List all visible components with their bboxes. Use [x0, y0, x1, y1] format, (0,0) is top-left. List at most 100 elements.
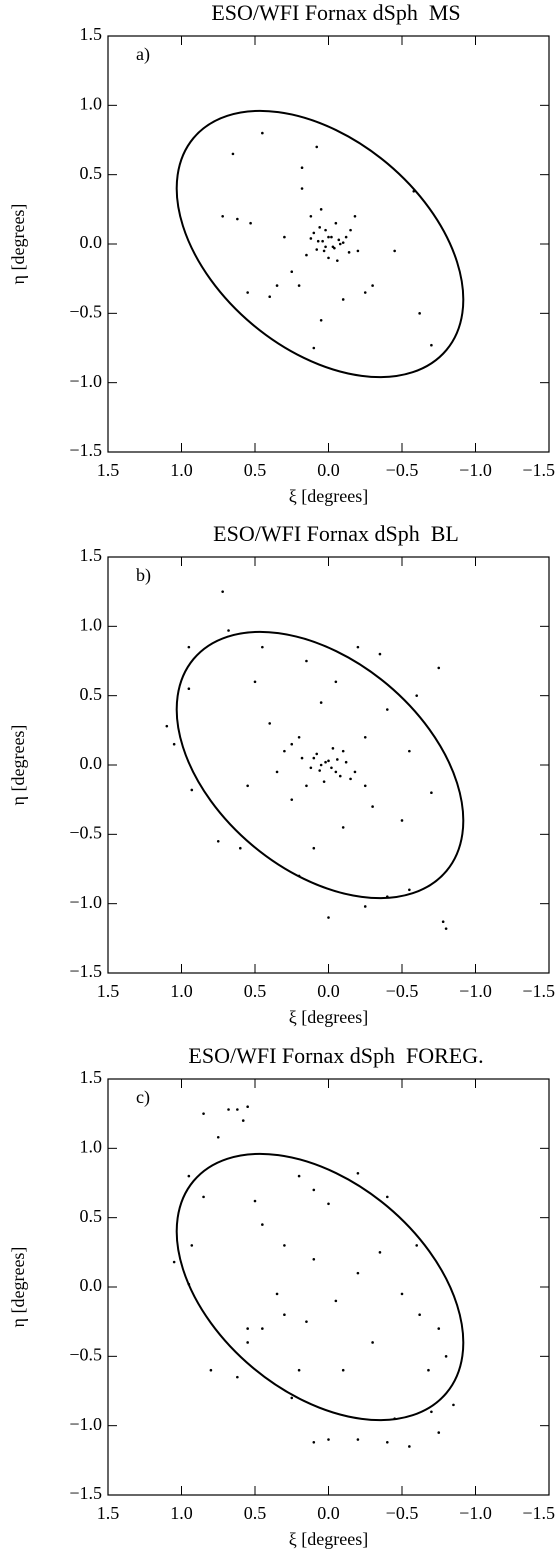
point	[283, 749, 286, 753]
point	[312, 756, 316, 760]
point	[261, 1223, 264, 1226]
point	[341, 749, 345, 753]
point	[246, 784, 249, 788]
x-axis-label: ξ [degrees]	[289, 486, 368, 506]
point	[300, 756, 304, 760]
point	[231, 152, 235, 156]
point	[430, 343, 433, 347]
point	[371, 284, 374, 287]
point	[386, 708, 389, 711]
point	[378, 652, 382, 656]
point	[341, 826, 345, 829]
point	[324, 245, 327, 249]
point	[427, 1368, 430, 1372]
point	[221, 214, 224, 218]
y-tick-label: 0.0	[80, 1275, 103, 1295]
point	[341, 1368, 345, 1372]
point	[393, 1417, 396, 1421]
point	[305, 253, 308, 257]
point	[353, 770, 357, 774]
point	[236, 217, 239, 221]
point	[430, 791, 433, 795]
x-tick-label: −1.5	[522, 460, 555, 480]
point	[356, 1271, 360, 1275]
point	[441, 920, 445, 923]
point	[319, 763, 323, 767]
y-tick-label: 1.0	[80, 614, 103, 634]
y-tick-label: −1.0	[69, 1414, 102, 1434]
x-tick-label: 1.5	[97, 981, 120, 1001]
point	[172, 1260, 176, 1264]
point	[300, 166, 304, 170]
point	[318, 226, 321, 229]
point	[393, 249, 396, 253]
point	[305, 659, 308, 663]
ellipse	[175, 109, 465, 379]
panel-label: c)	[136, 1087, 150, 1108]
point	[216, 1135, 220, 1139]
point	[187, 1282, 191, 1286]
point	[363, 784, 367, 788]
y-axis-label: η [degrees]	[8, 725, 28, 806]
x-tick-label: −1.0	[459, 981, 492, 1001]
point	[312, 846, 316, 850]
point	[334, 770, 338, 774]
y-tick-label: −1.0	[69, 892, 102, 912]
y-tick-label: 0.0	[80, 753, 103, 773]
point	[319, 701, 323, 704]
point	[241, 1119, 245, 1122]
point	[249, 221, 252, 225]
point	[418, 312, 421, 315]
point	[334, 221, 338, 225]
point	[190, 1244, 194, 1247]
plot-frame	[107, 1078, 550, 1496]
point	[322, 249, 326, 253]
point	[297, 284, 301, 287]
panel-label: b)	[136, 565, 151, 586]
point	[236, 1375, 239, 1379]
point	[386, 1195, 389, 1199]
point	[290, 742, 294, 746]
point	[415, 1244, 419, 1247]
point	[344, 235, 348, 239]
point	[327, 916, 330, 919]
point	[261, 131, 264, 135]
x-tick-label: 0.5	[244, 460, 267, 480]
point	[246, 291, 249, 294]
point	[356, 1171, 360, 1175]
y-axis-label: η [degrees]	[8, 204, 28, 285]
point	[315, 145, 319, 149]
point	[444, 1355, 448, 1358]
point	[337, 238, 341, 242]
chart-title: ESO/WFI Fornax dSph FOREG.	[188, 1043, 483, 1068]
x-tick-label: −1.0	[459, 460, 492, 480]
point	[187, 1174, 191, 1178]
x-axis-label: ξ [degrees]	[289, 1529, 368, 1549]
ellipse	[175, 630, 465, 900]
panel-label: a)	[136, 44, 150, 65]
chart-title: ESO/WFI Fornax dSph BL	[213, 521, 459, 546]
point	[356, 1438, 360, 1441]
point	[408, 749, 411, 753]
point	[309, 766, 313, 770]
point	[246, 1341, 249, 1344]
point	[216, 839, 220, 843]
point	[338, 242, 342, 246]
point	[297, 1174, 301, 1178]
point	[297, 874, 301, 878]
point	[349, 777, 352, 781]
point	[386, 895, 389, 899]
point	[312, 1257, 316, 1261]
point	[209, 1368, 213, 1372]
point	[341, 241, 345, 244]
x-tick-label: −0.5	[386, 981, 419, 1001]
y-tick-label: −0.5	[69, 822, 102, 842]
point	[327, 256, 330, 260]
y-tick-label: 0.0	[80, 232, 103, 252]
x-tick-label: 0.0	[317, 1503, 340, 1523]
point	[430, 1410, 433, 1414]
point	[312, 1441, 316, 1444]
point	[318, 769, 321, 772]
